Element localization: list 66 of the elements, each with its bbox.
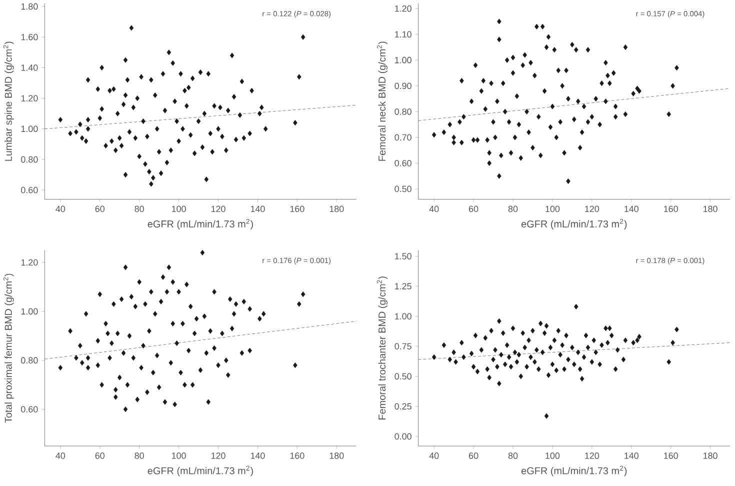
- x-tick-label: 60: [469, 206, 478, 212]
- y-tick-label: 1.10: [395, 31, 412, 38]
- y-tick-label: 1.00: [395, 313, 412, 320]
- y-tick-label: 1.00: [21, 308, 38, 315]
- x-tick-label: 120: [211, 452, 226, 459]
- x-tick-label: 80: [508, 206, 518, 212]
- y-axis-title: Total proximal femur BMD (g/cm$^{2}$): [3, 274, 14, 423]
- y-tick-label: 0.50: [394, 186, 412, 192]
- x-tick-label: 120: [585, 206, 600, 212]
- x-tick-label: 180: [330, 452, 344, 459]
- x-tick-label: 100: [546, 206, 560, 212]
- x-axis-title: eGFR (mL/min/1.73 m$^{2}$): [148, 218, 253, 230]
- x-tick-label: 160: [290, 206, 304, 212]
- y-tick-label: 1.60: [21, 34, 38, 40]
- y-tick-label: 1.25: [395, 283, 412, 290]
- y-tick-label: 1.20: [21, 95, 38, 102]
- x-tick-label: 140: [624, 206, 638, 212]
- x-tick-label: 160: [664, 206, 678, 212]
- x-axis-title: eGFR (mL/min/1.73 m$^{2}$): [522, 466, 627, 476]
- y-axis-title: Femoral trochanter BMD (g/cm$^{2}$): [376, 276, 388, 420]
- y-tick-label: 1.80: [21, 3, 38, 10]
- x-tick-label: 60: [95, 206, 105, 212]
- x-tick-label: 80: [508, 452, 518, 459]
- x-tick-label: 140: [250, 206, 265, 212]
- x-tick-label: 100: [172, 206, 186, 212]
- y-tick-label: 0.60: [21, 406, 38, 412]
- y-tick-label: 0.80: [394, 108, 412, 115]
- x-tick-label: 100: [546, 452, 560, 459]
- y-tick-label: 0.60: [394, 160, 412, 166]
- y-tick-label: 1.20: [395, 5, 412, 12]
- y-tick-label: 1.40: [21, 64, 38, 71]
- y-tick-label: 0.70: [394, 134, 412, 141]
- y-tick-label: 0.50: [394, 373, 412, 380]
- y-tick-label: 0.60: [21, 186, 38, 194]
- x-tick-label: 180: [704, 206, 718, 212]
- y-tick-label: 1.20: [21, 259, 38, 266]
- x-tick-label: 80: [134, 452, 144, 459]
- y-tick-label: 1.00: [21, 126, 38, 132]
- y-tick-label: 0.25: [394, 403, 412, 410]
- x-tick-label: 160: [290, 452, 304, 459]
- y-tick-label: 0.80: [21, 357, 38, 364]
- y-tick-label: 0.00: [394, 433, 412, 440]
- x-tick-label: 40: [429, 206, 439, 212]
- x-tick-label: 40: [429, 452, 439, 459]
- x-tick-label: 120: [585, 452, 600, 459]
- y-tick-label: 0.80: [21, 156, 38, 163]
- x-tick-label: 40: [56, 206, 66, 212]
- y-tick-label: 0.90: [394, 82, 412, 90]
- y-axis-title: Femoral neck BMD (g/cm$^{2}$): [376, 42, 388, 161]
- x-tick-label: 40: [56, 452, 66, 459]
- x-tick-label: 60: [469, 452, 478, 459]
- x-tick-label: 100: [172, 452, 186, 459]
- x-tick-label: 160: [664, 452, 678, 459]
- x-axis-title: eGFR (mL/min/1.73 m$^{2}$): [148, 466, 253, 476]
- x-tick-label: 140: [624, 452, 638, 459]
- x-tick-label: 140: [250, 452, 265, 459]
- x-tick-label: 80: [134, 206, 144, 212]
- y-tick-label: 1.00: [395, 56, 412, 64]
- x-tick-label: 60: [95, 452, 105, 459]
- y-tick-label: 1.50: [395, 253, 412, 260]
- y-axis-title: Lumbar spine BMD (g/cm$^{2}$): [3, 42, 14, 161]
- x-axis-title: eGFR (mL/min/1.73 m$^{2}$): [522, 218, 627, 230]
- x-tick-label: 180: [330, 206, 344, 212]
- x-tick-label: 120: [211, 206, 226, 212]
- y-tick-label: 0.75: [394, 343, 412, 350]
- x-tick-label: 180: [704, 452, 718, 459]
